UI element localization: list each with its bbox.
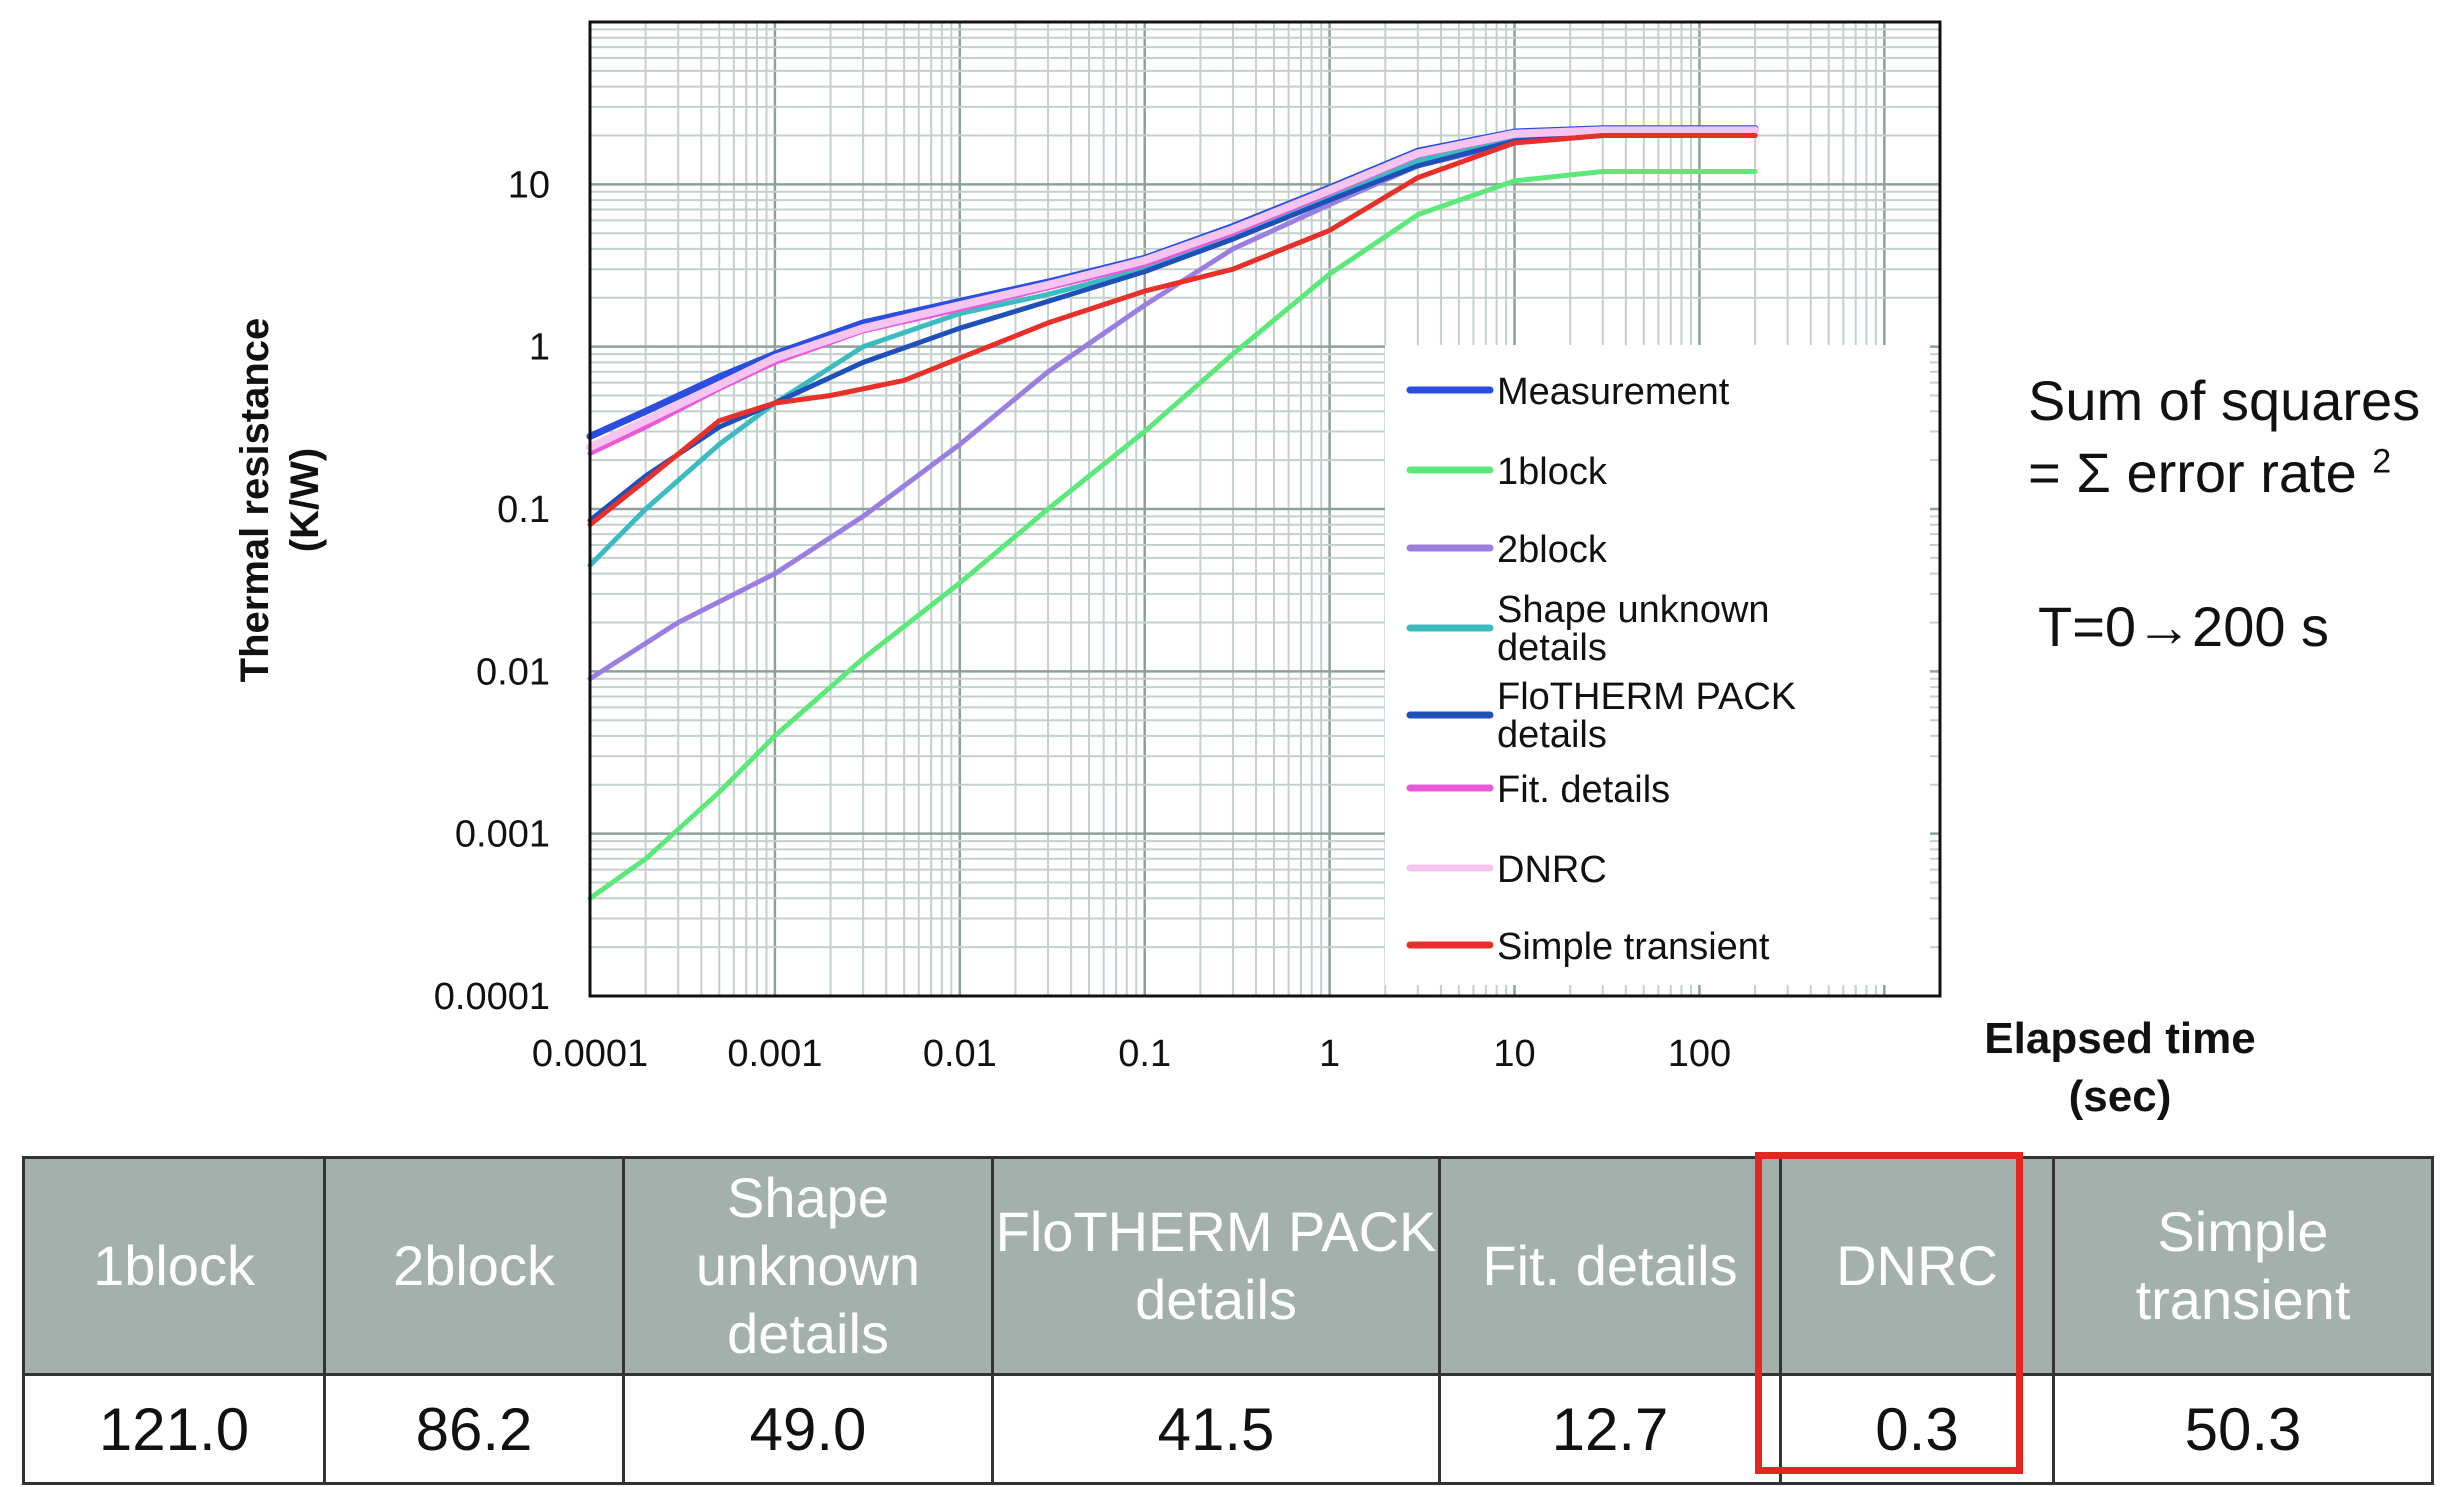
column-header: FloTHERM PACK details [991, 1156, 1441, 1376]
table-cell: 121.0 [22, 1373, 326, 1485]
table-cell: 86.2 [323, 1373, 625, 1485]
x-tick-label: 0.1 [1118, 1033, 1171, 1075]
x-tick-label: 1 [1319, 1033, 1340, 1075]
column-header: DNRC [1779, 1156, 2055, 1376]
y-tick-label: 0.01 [476, 651, 550, 693]
y-tick-label: 0.001 [455, 814, 550, 856]
table-cell: 50.3 [2052, 1373, 2434, 1485]
legend-label-7: Simple transient [1497, 926, 1770, 968]
legend-label-3: details [1497, 627, 1607, 669]
legend-label-4: FloTHERM PACK [1497, 676, 1796, 718]
y-tick-labels: 0.0001 0.001 0.01 0.1 1 10 [434, 164, 550, 1018]
table-header-row: 1block 2block Shape unknown details FloT… [22, 1156, 2434, 1376]
column-header: Fit. details [1438, 1156, 1782, 1376]
legend-label-3: Shape unknown [1497, 589, 1770, 631]
y-axis-title-line-2: (K/W) [283, 447, 327, 553]
legend-label-5: Fit. details [1497, 769, 1670, 811]
sum-of-squares-table: 1block 2block Shape unknown details FloT… [22, 1156, 2434, 1485]
thermal-resistance-chart: 0.0001 0.001 0.01 0.1 1 10 100 0.0001 0.001 0.01… [434, 20, 1942, 1075]
series-line-7 [587, 133, 1758, 528]
series-line-1 [587, 169, 1758, 901]
sum-of-squares-label: Sum of squares [2028, 369, 2421, 432]
chart-series [586, 125, 1760, 901]
time-range-label: T=0→200 s [2038, 595, 2330, 658]
x-tick-labels: 0.0001 0.001 0.01 0.1 1 10 100 [532, 1033, 1731, 1075]
legend-box [1385, 345, 1930, 985]
y-tick-label: 0.0001 [434, 976, 550, 1018]
column-header: 2block [323, 1156, 625, 1376]
column-header: Simple transient [2052, 1156, 2434, 1376]
x-tick-label: 0.0001 [532, 1033, 648, 1075]
y-axis-title-line-1: Thermal resistance [233, 317, 277, 683]
table-row: 121.0 86.2 49.0 41.5 12.7 0.3 50.3 [22, 1373, 2434, 1485]
x-tick-label: 0.001 [727, 1033, 822, 1075]
error-rate-formula: = Σ error rate 2 [2028, 440, 2391, 505]
x-tick-label: 10 [1493, 1033, 1535, 1075]
table-cell: 49.0 [622, 1373, 994, 1485]
x-tick-label: 100 [1668, 1033, 1731, 1075]
y-tick-label: 1 [529, 327, 550, 369]
series-line-6 [586, 126, 1760, 452]
legend-label-1: 1block [1497, 451, 1608, 493]
legend-label-2: 2block [1497, 529, 1608, 571]
legend-label-4: details [1497, 714, 1607, 756]
y-tick-label: 0.1 [497, 489, 550, 531]
legend-label-0: Measurement [1497, 371, 1730, 413]
x-tick-label: 0.01 [923, 1033, 997, 1075]
column-header: Shape unknown details [622, 1156, 994, 1376]
table-cell: 12.7 [1438, 1373, 1782, 1485]
table-cell: 0.3 [1779, 1373, 2055, 1485]
column-header: 1block [22, 1156, 326, 1376]
y-tick-label: 10 [508, 164, 550, 206]
table-cell: 41.5 [991, 1373, 1441, 1485]
x-axis-title: Elapsed time (sec) [1984, 1014, 2256, 1121]
legend-label-6: DNRC [1497, 849, 1607, 891]
error-rate-text: = Σ error rate [2028, 441, 2357, 504]
plot-frame [588, 20, 1942, 998]
error-rate-exponent: 2 [2372, 442, 2392, 481]
